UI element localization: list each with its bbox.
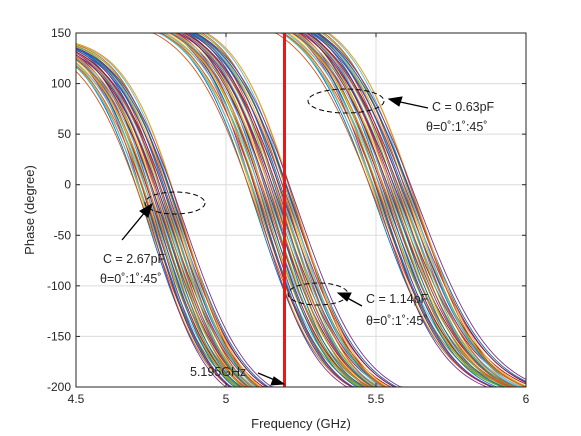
arrowhead-marker-label [270,376,286,386]
label-theta-c063: θ=0˚:1˚:45˚ [426,120,488,134]
label-c063: C = 0.63pF [432,100,495,114]
axis-ticks: 4.5 5 5.5 6 -200 -150 -100 -50 0 50 100 150 [47,26,530,406]
ellipse-c063 [307,88,385,114]
arrowhead-c063 [387,96,403,107]
arrowhead-c114 [336,292,352,302]
plot-frame [75,32,527,388]
label-theta-c267: θ=0˚:1˚:45˚ [100,272,162,286]
annotations [121,88,429,386]
y-tick-label: 150 [51,26,71,40]
y-tick-label: 0 [64,178,71,192]
x-tick-label: 5 [223,392,230,406]
marker-label: 5.195GHz [190,365,246,379]
arrowhead-c267 [139,202,153,218]
y-tick-label: -150 [47,329,71,343]
x-tick-label: 4.5 [68,392,85,406]
y-tick-label: 50 [58,127,72,141]
x-tick-label: 6 [523,392,530,406]
label-theta-c114: θ=0˚:1˚:45˚ [366,314,428,328]
y-tick-label: -200 [47,380,71,394]
label-c267: C = 2.67pF [103,252,166,266]
x-tick-label: 5.5 [368,392,385,406]
y-axis-label: Phase (degree) [22,165,37,255]
y-tick-label: -100 [47,279,71,293]
ellipse-c267 [144,191,206,215]
x-axis-label: Frequency (GHz) [251,416,351,431]
y-tick-label: 100 [51,77,71,91]
label-c114: C = 1.14pF [366,292,429,306]
y-tick-label: -50 [54,228,72,242]
